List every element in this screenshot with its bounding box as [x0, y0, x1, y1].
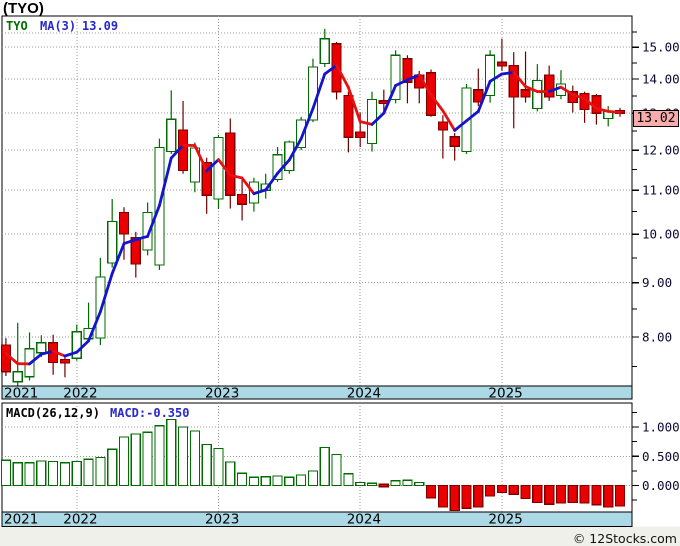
svg-text:2023: 2023: [205, 512, 239, 528]
svg-text:2022: 2022: [63, 512, 97, 528]
legend-ma-label: MA(3): [40, 19, 77, 33]
svg-text:0.000: 0.000: [642, 478, 680, 493]
x-axis-bands: 2021 2022 2023 2024 2025 2021 2022 2023 2024 2025: [1, 385, 633, 528]
page-title: (TYO): [3, 0, 44, 17]
legend-macd-value: MACD:-0.350: [110, 406, 190, 420]
svg-text:2024: 2024: [347, 386, 381, 402]
svg-text:10.00: 10.00: [642, 227, 680, 242]
watermark: © 12Stocks.com: [572, 531, 677, 546]
svg-text:9.00: 9.00: [642, 275, 672, 290]
ma-line: [4, 63, 622, 366]
svg-text:11.00: 11.00: [642, 183, 680, 198]
svg-text:0.500: 0.500: [642, 449, 680, 464]
svg-text:8.00: 8.00: [642, 329, 672, 344]
svg-text:2023: 2023: [205, 386, 239, 402]
legend-macd-label: MACD(26,12,9): [6, 406, 100, 420]
svg-text:2021: 2021: [4, 386, 38, 402]
svg-text:2021: 2021: [4, 512, 38, 528]
svg-text:12.00: 12.00: [642, 143, 680, 158]
svg-text:2025: 2025: [488, 386, 522, 402]
svg-text:2024: 2024: [347, 512, 381, 528]
svg-text:2022: 2022: [63, 386, 97, 402]
legend-symbol: TYO: [6, 19, 28, 33]
gridlines: [2, 16, 632, 512]
legend-ma-value: 13.09: [82, 19, 119, 33]
svg-text:2025: 2025: [488, 512, 522, 528]
svg-text:1.000: 1.000: [642, 420, 680, 435]
y-axis-ticks: 15.0014.0013.0012.0011.0010.009.008.001.…: [632, 31, 680, 501]
svg-text:14.00: 14.00: [642, 71, 680, 86]
macd-histogram: [0, 418, 626, 512]
svg-text:15.00: 15.00: [642, 40, 680, 55]
last-price-tag: 13.02: [633, 110, 679, 127]
